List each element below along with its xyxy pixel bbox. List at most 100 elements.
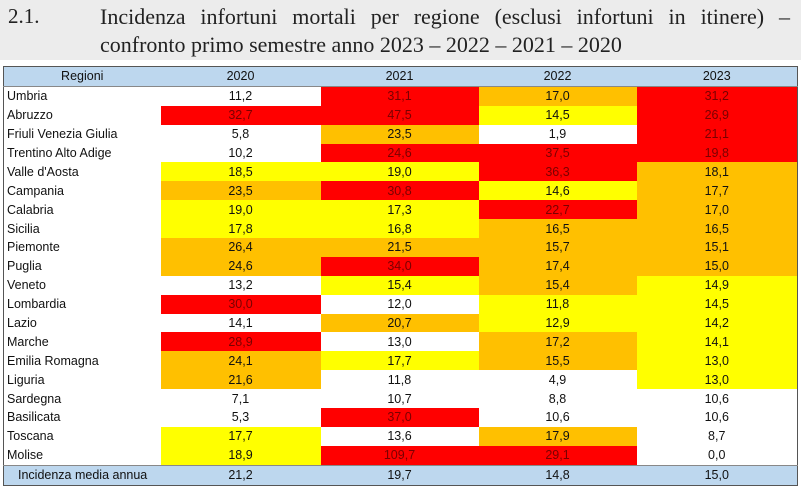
value-cell-2021: 23,5 — [320, 124, 479, 144]
value-cell-2023: 13,0 — [636, 351, 798, 371]
value-cell-2023: 17,0 — [636, 200, 798, 220]
value-cell-2021: 31,1 — [320, 86, 479, 106]
value-cell-2020: 14,1 — [160, 313, 321, 333]
value-cell-2021: 37,0 — [320, 408, 479, 427]
table-row: Toscana 17,7 13,6 17,9 8,7 — [4, 426, 798, 446]
value-cell-2023: 15,1 — [636, 238, 798, 257]
value-cell-2020: 5,3 — [160, 408, 321, 427]
table-row: Basilicata 5,3 37,0 10,6 10,6 — [4, 408, 798, 427]
value-cell-2023: 19,8 — [636, 143, 798, 163]
value-cell-2022: 10,6 — [478, 408, 637, 427]
table-row: Calabria 19,0 17,3 22,7 17,0 — [4, 200, 798, 220]
value-cell-2022: 4,9 — [478, 370, 637, 390]
table-row: Veneto 13,2 15,4 15,4 14,9 — [4, 275, 798, 295]
table-row: Molise 18,9 109,7 29,1 0,0 — [4, 445, 798, 466]
value-cell-2021: 24,6 — [320, 143, 479, 163]
value-cell-2020: 21,6 — [160, 370, 321, 390]
value-cell-2021: 20,7 — [320, 313, 479, 333]
table-row: Campania 23,5 30,8 14,6 17,7 — [4, 181, 798, 201]
table-row: Sardegna 7,1 10,7 8,8 10,6 — [4, 389, 798, 409]
value-cell-2023: 21,1 — [636, 124, 798, 144]
table-row: Sicilia 17,8 16,8 16,5 16,5 — [4, 219, 798, 239]
header-2023: 2023 — [636, 66, 798, 87]
table-row: Valle d'Aosta 18,5 19,0 36,3 18,1 — [4, 162, 798, 182]
region-name: Basilicata — [7, 410, 61, 425]
title-band: 2.1. Incidenza infortuni mortali per reg… — [0, 0, 801, 60]
average-2021: 19,7 — [320, 464, 479, 486]
table-row: Liguria 21,6 11,8 4,9 13,0 — [4, 370, 798, 390]
value-cell-2022: 14,6 — [478, 181, 637, 201]
average-2020: 21,2 — [160, 464, 321, 486]
value-cell-2023: 14,9 — [636, 275, 798, 295]
value-cell-2021: 12,0 — [320, 294, 479, 314]
value-cell-2022: 12,9 — [478, 313, 637, 333]
value-cell-2023: 10,6 — [636, 389, 798, 409]
value-cell-2022: 17,4 — [478, 256, 637, 276]
value-cell-2023: 15,0 — [636, 256, 798, 276]
region-name: Friuli Venezia Giulia — [7, 127, 118, 142]
value-cell-2023: 14,2 — [636, 313, 798, 333]
value-cell-2021: 21,5 — [320, 238, 479, 257]
average-row: Incidenza media annua 21,2 19,7 14,8 15,… — [3, 464, 798, 486]
value-cell-2022: 14,5 — [478, 105, 637, 125]
value-cell-2020: 18,9 — [160, 445, 321, 466]
header-regioni: Regioni — [3, 66, 161, 87]
value-cell-2020: 11,2 — [160, 86, 321, 106]
header-row: Regioni 2020 2021 2022 2023 — [3, 66, 798, 87]
value-cell-2021: 13,6 — [320, 426, 479, 446]
table-row: Puglia 24,6 34,0 17,4 15,0 — [4, 256, 798, 276]
table-row: Marche 28,9 13,0 17,2 14,1 — [4, 332, 798, 352]
value-cell-2022: 8,8 — [478, 389, 637, 409]
value-cell-2023: 8,7 — [636, 426, 798, 446]
region-name: Sicilia — [7, 221, 40, 236]
value-cell-2022: 36,3 — [478, 162, 637, 182]
value-cell-2022: 17,0 — [478, 86, 637, 106]
value-cell-2022: 15,5 — [478, 351, 637, 371]
header-2022: 2022 — [478, 66, 637, 87]
table-row: Abruzzo 32,7 47,5 14,5 26,9 — [4, 105, 798, 125]
region-name: Toscana — [7, 429, 54, 444]
value-cell-2022: 22,7 — [478, 200, 637, 220]
value-cell-2021: 13,0 — [320, 332, 479, 352]
value-cell-2022: 17,9 — [478, 426, 637, 446]
table-row: Lazio 14,1 20,7 12,9 14,2 — [4, 313, 798, 333]
value-cell-2021: 10,7 — [320, 389, 479, 409]
value-cell-2020: 19,0 — [160, 200, 321, 220]
value-cell-2021: 17,7 — [320, 351, 479, 371]
value-cell-2020: 32,7 — [160, 105, 321, 125]
region-name: Calabria — [7, 202, 54, 217]
value-cell-2020: 13,2 — [160, 275, 321, 295]
value-cell-2021: 47,5 — [320, 105, 479, 125]
value-cell-2023: 14,1 — [636, 332, 798, 352]
title-line-2: confronto primo semestre anno 2023 – 202… — [100, 32, 622, 57]
value-cell-2023: 26,9 — [636, 105, 798, 125]
title-line-1: Incidenza infortuni mortali per regione … — [100, 4, 790, 29]
region-name: Veneto — [7, 278, 46, 293]
table-row: Piemonte 26,4 21,5 15,7 15,1 — [4, 238, 798, 257]
value-cell-2020: 23,5 — [160, 181, 321, 201]
value-cell-2023: 0,0 — [636, 445, 798, 466]
value-cell-2021: 17,3 — [320, 200, 479, 220]
region-name: Lazio — [7, 316, 37, 331]
region-name: Liguria — [7, 372, 45, 387]
value-cell-2023: 13,0 — [636, 370, 798, 390]
region-name: Sardegna — [7, 391, 62, 406]
region-name: Lombardia — [7, 297, 67, 312]
region-name: Trentino Alto Adige — [7, 146, 112, 160]
value-cell-2020: 30,0 — [160, 294, 321, 314]
value-cell-2022: 11,8 — [478, 294, 637, 314]
value-cell-2022: 15,4 — [478, 275, 637, 295]
value-cell-2021: 15,4 — [320, 275, 479, 295]
table-row: Lombardia 30,0 12,0 11,8 14,5 — [4, 294, 798, 314]
value-cell-2023: 16,5 — [636, 219, 798, 239]
value-cell-2023: 14,5 — [636, 294, 798, 314]
value-cell-2023: 10,6 — [636, 408, 798, 427]
average-2022: 14,8 — [478, 464, 637, 486]
value-cell-2021: 16,8 — [320, 219, 479, 239]
value-cell-2022: 16,5 — [478, 219, 637, 239]
table-title: Incidenza infortuni mortali per regione … — [100, 3, 790, 59]
region-name: Piemonte — [7, 240, 60, 255]
value-cell-2023: 31,2 — [636, 86, 798, 106]
value-cell-2022: 37,5 — [478, 143, 637, 163]
value-cell-2021: 19,0 — [320, 162, 479, 182]
